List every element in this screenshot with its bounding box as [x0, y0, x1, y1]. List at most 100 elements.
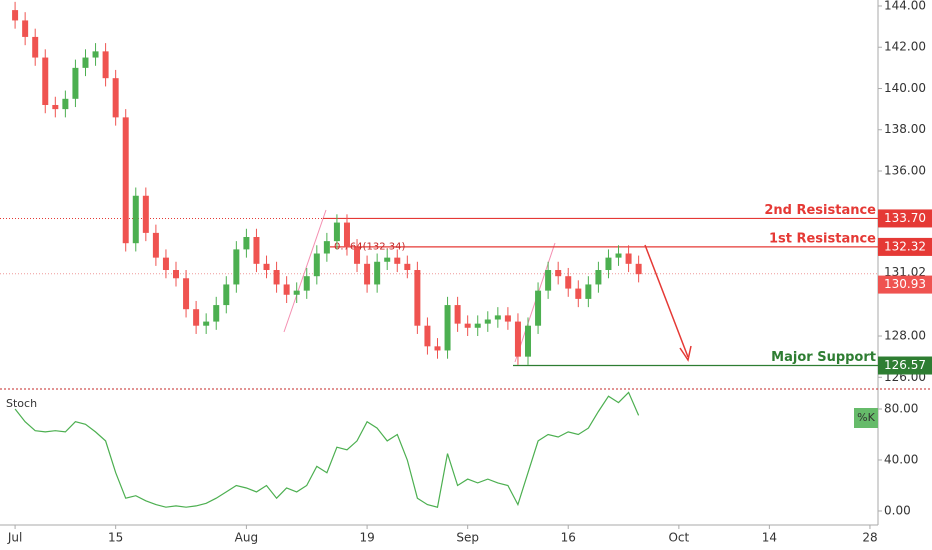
stoch-y-tick-label: 40.00	[884, 452, 918, 466]
candle-body	[575, 288, 582, 299]
candle-body	[615, 253, 622, 258]
candle-body	[243, 237, 250, 250]
candle-body	[565, 276, 572, 289]
candle-body	[555, 270, 562, 277]
level-label-box	[878, 356, 932, 375]
candle-body	[343, 222, 350, 248]
candle-body	[635, 263, 642, 275]
k-badge-label: %K	[857, 411, 875, 424]
candle-body	[394, 257, 401, 264]
candle-body	[434, 346, 441, 351]
y-tick-label: 144.00	[884, 0, 926, 12]
x-tick-label: 14	[762, 531, 777, 545]
level-name: 1st Resistance	[769, 231, 876, 246]
candle-body	[42, 57, 49, 105]
candle-body	[404, 263, 411, 271]
candle-body	[595, 270, 602, 285]
candle-body	[102, 51, 109, 79]
x-tick-label: 28	[862, 531, 877, 545]
stoch-y-tick-label: 80.00	[884, 401, 918, 415]
k-badge	[854, 408, 878, 428]
candle-body	[72, 67, 79, 99]
candle-body	[142, 195, 149, 233]
candle-body	[223, 284, 230, 306]
price-label-box	[878, 275, 932, 294]
candle-body	[293, 290, 300, 295]
x-tick-label: Jul	[7, 531, 22, 545]
level-label: 133.70	[884, 211, 926, 225]
level-label: 126.57	[884, 358, 926, 372]
level-name: 2nd Resistance	[764, 203, 876, 218]
candle-body	[152, 232, 159, 258]
candle-body	[303, 276, 310, 291]
candle-body	[354, 247, 361, 264]
candle-body	[193, 309, 200, 326]
candle-body	[203, 321, 210, 326]
stoch-line	[14, 391, 640, 508]
candle-body	[62, 98, 69, 110]
candle-body	[384, 257, 391, 262]
trend-line	[283, 209, 327, 333]
candle-body	[605, 257, 612, 271]
arrow-head	[679, 345, 692, 362]
x-tick-label: Oct	[668, 531, 689, 545]
x-tick-label: 16	[561, 531, 576, 545]
y-tick-label: 128.00	[884, 329, 926, 343]
stoch-title: Stoch	[6, 397, 37, 410]
level-label-box	[878, 237, 932, 256]
y-tick-label: 142.00	[884, 40, 926, 54]
candle-body	[183, 278, 190, 310]
y-tick-label: 136.00	[884, 164, 926, 178]
candle-body	[132, 195, 139, 244]
x-tick-label: Aug	[235, 531, 258, 545]
candle-body	[213, 305, 220, 322]
stoch-y-tick-label: 0.00	[884, 503, 911, 517]
candle-body	[52, 104, 59, 110]
candle-body	[444, 305, 451, 351]
candle-body	[504, 315, 511, 322]
candle-body	[333, 222, 340, 242]
level-label: 132.32	[884, 239, 926, 253]
candle-body	[585, 284, 592, 299]
x-tick-label: 15	[108, 531, 123, 545]
y-tick-label: 140.00	[884, 81, 926, 95]
fib-annotation: 0.764(132.34)	[334, 241, 406, 252]
candle-body	[112, 78, 119, 118]
candle-body	[545, 270, 552, 291]
candle-body	[92, 51, 99, 58]
candle-body	[424, 325, 431, 347]
candle-body	[283, 284, 290, 295]
candle-body	[514, 321, 521, 357]
candle-body	[484, 319, 491, 324]
candle-body	[535, 290, 542, 326]
candle-body	[323, 241, 330, 254]
x-tick-label: 19	[359, 531, 374, 545]
candle-body	[122, 117, 129, 244]
level-name: Major Support	[771, 350, 876, 365]
arrow	[644, 244, 689, 358]
candle-body	[162, 257, 169, 271]
candle-body	[464, 323, 471, 328]
candle-body	[313, 253, 320, 277]
candle-body	[364, 263, 371, 285]
candle-body	[474, 323, 481, 328]
candle-body	[454, 305, 461, 324]
candle-body	[173, 270, 180, 279]
candle-body	[12, 10, 19, 21]
candle-body	[233, 249, 240, 285]
candle-body	[22, 20, 29, 37]
candle-body	[82, 57, 89, 68]
candle-body	[273, 270, 280, 285]
candle-body	[253, 237, 260, 264]
candle-body	[625, 253, 632, 264]
candle-body	[263, 263, 270, 271]
candle-body	[525, 325, 532, 357]
candle-body	[32, 36, 39, 58]
y-tick-label: 138.00	[884, 122, 926, 136]
price-label: 130.93	[884, 277, 926, 291]
level-label-box	[878, 209, 932, 228]
candle-body	[414, 270, 421, 326]
x-tick-label: Sep	[456, 531, 479, 545]
